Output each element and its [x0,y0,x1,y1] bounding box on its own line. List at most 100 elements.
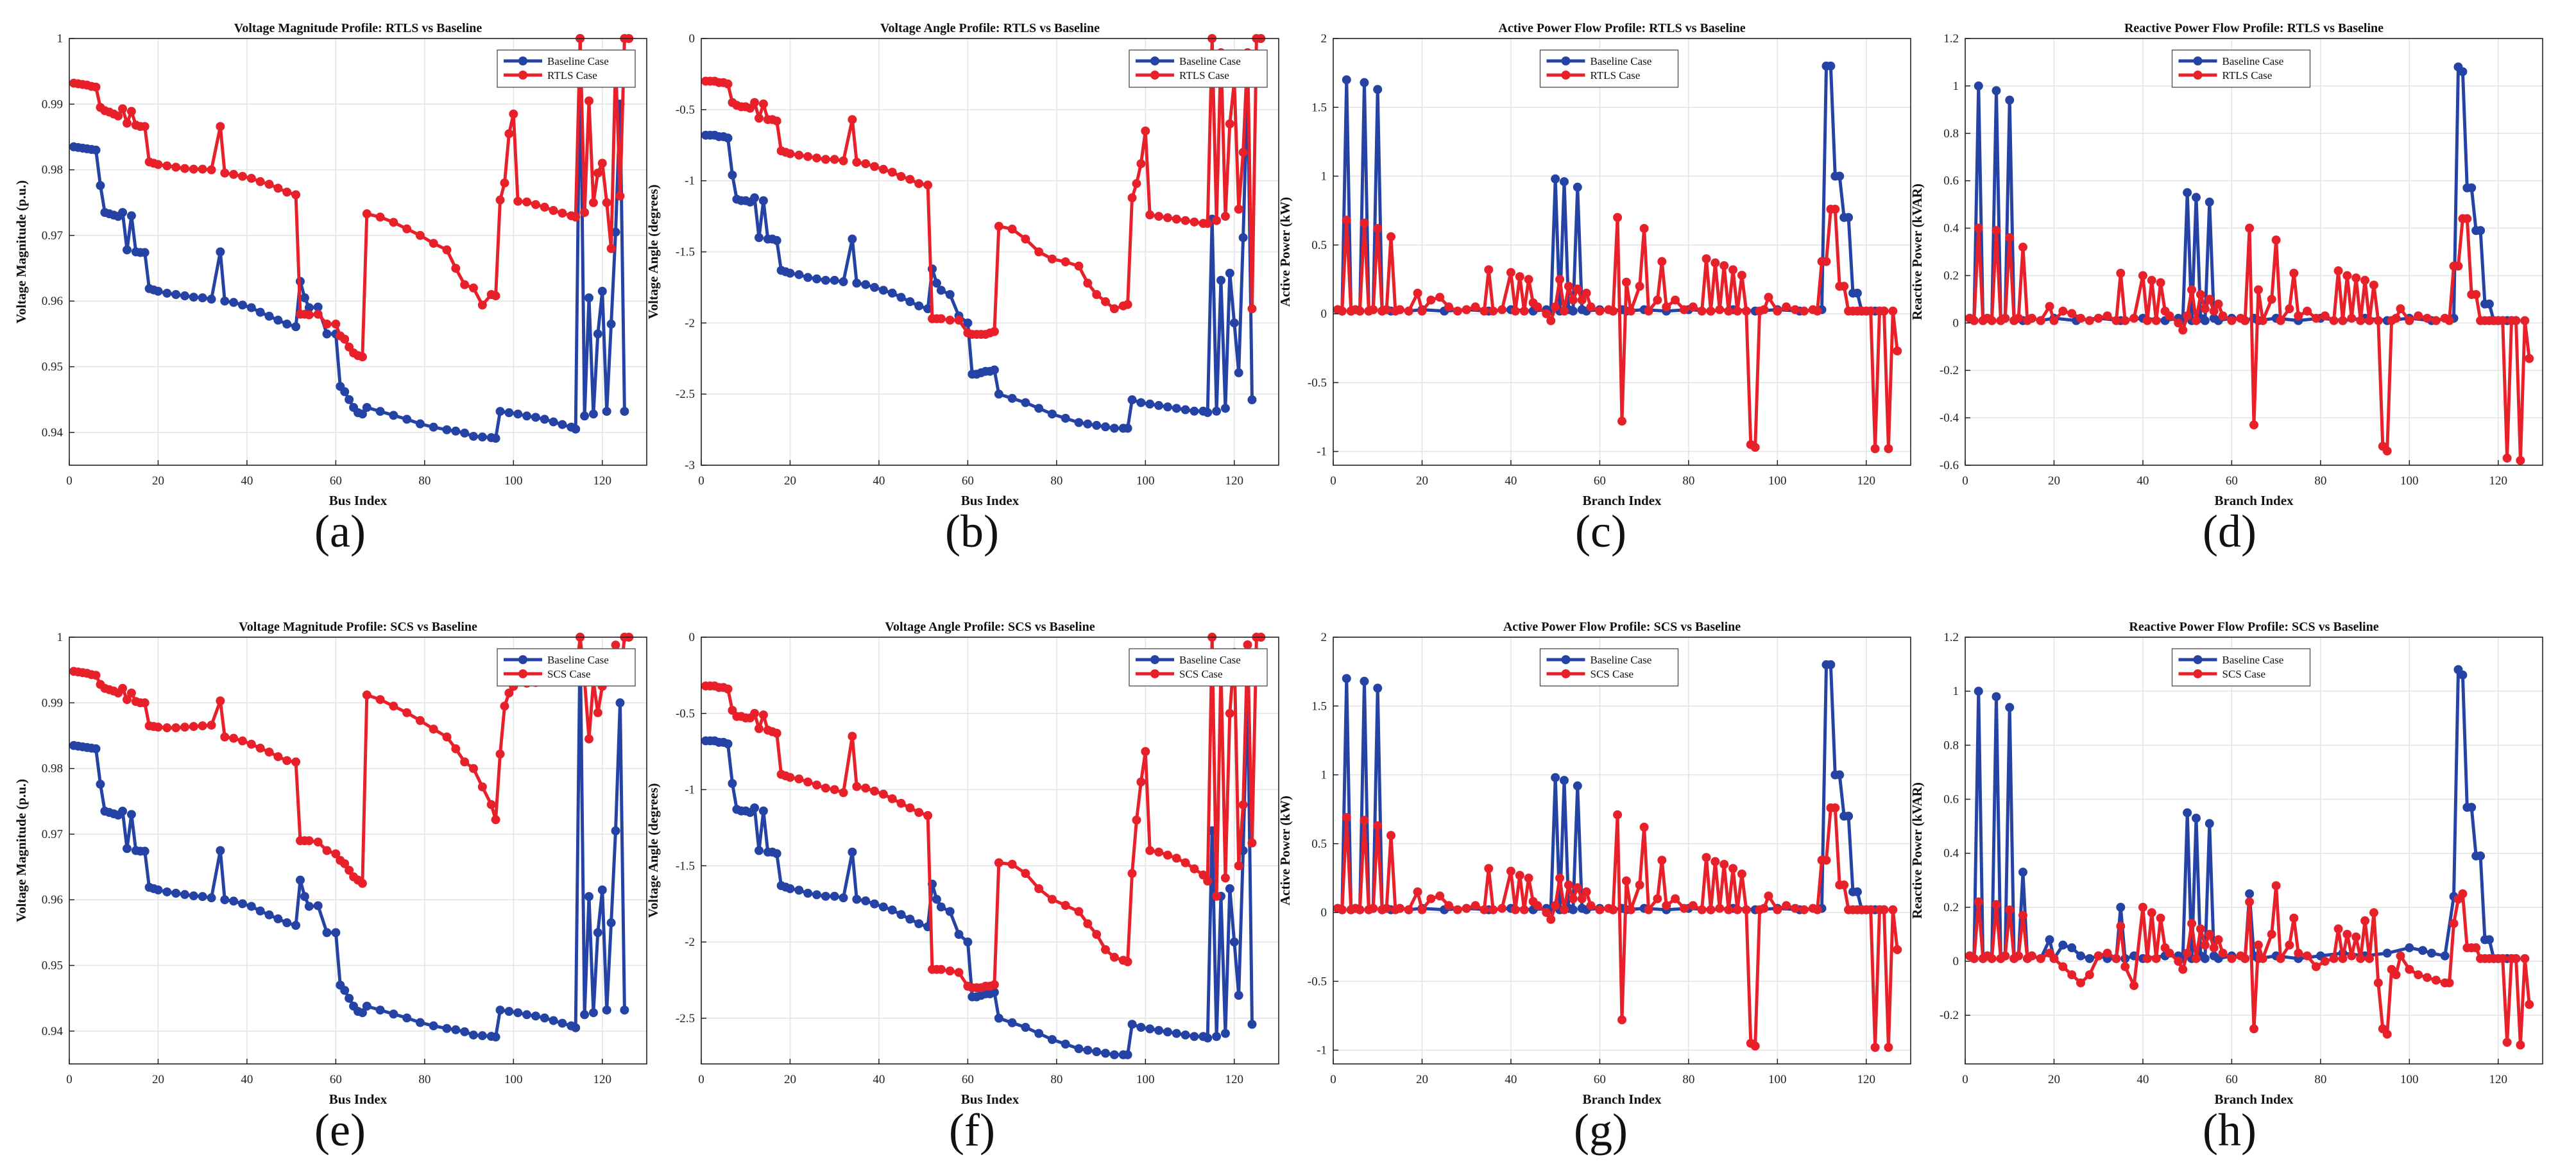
data-point [2431,975,2441,985]
data-point [540,202,549,212]
y-tick-label: -0.5 [1308,376,1327,390]
data-point [1893,346,1902,355]
data-point [755,233,763,243]
data-point [936,286,946,295]
data-point [2103,948,2112,958]
legend-swatch-marker [518,655,527,664]
data-point [861,280,871,289]
x-tick-label: 80 [1682,1073,1694,1086]
data-point [513,196,523,206]
data-point [2014,951,2024,961]
data-point [491,815,500,825]
data-point [1737,869,1746,878]
data-point [1342,813,1351,823]
data-point [2351,932,2361,942]
data-point [1123,1050,1132,1059]
data-point [264,311,274,321]
data-point [936,314,946,323]
x-tick-label: 120 [1857,1073,1876,1086]
data-point [1608,905,1618,914]
data-point [1728,864,1738,873]
data-point [1813,905,1822,914]
chart-title: Voltage Magnitude Profile: RTLS vs Basel… [234,21,482,35]
data-point [2342,271,2352,280]
data-point [1021,1023,1030,1032]
data-point [91,671,101,680]
chart-panel-b: 0 20 40 60 80 100 120 -3 -2.5 -2 -1.5 -1 -0.5 0 Voltag… [645,21,1279,508]
data-point [126,211,136,221]
data-point [375,695,385,705]
data-point [1542,309,1551,319]
data-point [2116,902,2126,912]
data-point [1715,305,1725,314]
legend-entry: RTLS Case [1179,69,1229,81]
data-point [429,724,438,734]
data-point [198,721,207,731]
data-point [282,320,292,329]
data-point [477,432,487,442]
y-tick-label: 0.97 [42,828,63,841]
x-tick-label: 100 [2400,474,2419,488]
data-point [1007,859,1017,869]
data-point [1635,282,1644,291]
data-point [415,419,425,429]
y-tick-label: 0 [1953,316,1959,330]
data-point [486,800,496,809]
data-point [1404,905,1413,914]
data-point [2396,304,2405,314]
data-point [584,892,593,902]
data-point [375,407,385,416]
data-point [2476,226,2486,235]
data-point [2271,235,2281,245]
x-tick-label: 120 [2489,474,2508,488]
data-point [1568,306,1578,316]
x-tick-label: 0 [66,1073,73,1086]
data-point [1573,284,1582,294]
data-point [870,282,879,292]
data-point [1884,1043,1893,1052]
data-point [2067,943,2077,953]
plot-area [69,637,647,1064]
data-point [994,221,1003,231]
data-point [1484,265,1494,275]
data-point [2249,1024,2258,1034]
data-point [389,218,398,227]
data-point [2192,316,2201,325]
data-point [2205,929,2214,939]
data-point [2276,954,2285,963]
data-point [1034,404,1044,413]
data-point [220,168,230,178]
data-point [571,1023,581,1032]
data-point [189,293,198,302]
chart-panel-a: 0 20 40 60 80 100 120 0.94 0.95 0.96 0.97 0.98 0.99 1… [13,21,647,508]
data-point [1047,254,1057,264]
data-point [126,107,136,116]
data-point [1172,404,1181,413]
data-point [1225,268,1234,278]
data-point [1034,1029,1044,1038]
data-point [1369,305,1378,314]
data-point [1866,306,1875,316]
data-point [803,151,813,161]
data-point [2151,954,2161,963]
data-point [2014,313,2024,323]
data-point [313,901,323,911]
y-tick-label: 0.94 [42,426,64,440]
data-point [1835,171,1845,181]
data-point [839,277,848,287]
data-point [602,407,611,416]
data-point [1190,406,1199,416]
x-tick-label: 100 [1136,474,1155,488]
data-point [2360,275,2370,285]
y-tick-label: 0.6 [1943,175,1959,188]
data-point [153,160,163,169]
legend-swatch-marker [1561,655,1571,664]
data-point [220,732,230,742]
data-point [2067,309,2077,318]
data-point [1145,1024,1155,1034]
data-point [1852,887,1862,896]
data-point [1488,905,1498,914]
data-point [2174,318,2183,328]
data-point [936,902,946,912]
data-point [2382,948,2392,958]
